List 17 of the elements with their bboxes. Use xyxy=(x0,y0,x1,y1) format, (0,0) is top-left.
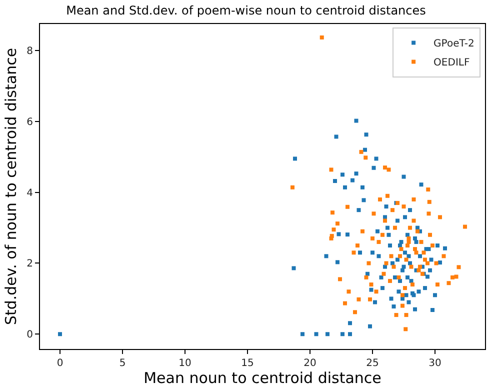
y-tick-label: 0 xyxy=(26,330,33,341)
x-tick-label: 10 xyxy=(178,358,192,369)
y-tick-label: 4 xyxy=(26,188,33,199)
x-tick-label: 0 xyxy=(56,358,64,369)
x-tick-label: 20 xyxy=(304,358,316,369)
x-tick-label: 25 xyxy=(366,358,379,369)
x-tick-label: 30 xyxy=(428,358,442,369)
y-axis-title: Std.dev. of noun to centroid distance xyxy=(2,48,20,326)
legend-label: GPoeT-2 xyxy=(434,38,474,50)
legend-label: OEDILF xyxy=(434,58,470,69)
y-tick-label: 8 xyxy=(26,46,33,58)
chart-title: Mean and Std.dev. of poem-wise noun to centroid distances xyxy=(66,3,426,18)
x-tick-label: 15 xyxy=(241,358,254,369)
y-tick-label: 2 xyxy=(26,258,33,270)
x-tick-label: 5 xyxy=(119,358,126,369)
y-tick-label: 6 xyxy=(26,116,33,128)
x-axis-title: Mean noun to centroid distance xyxy=(144,369,382,387)
